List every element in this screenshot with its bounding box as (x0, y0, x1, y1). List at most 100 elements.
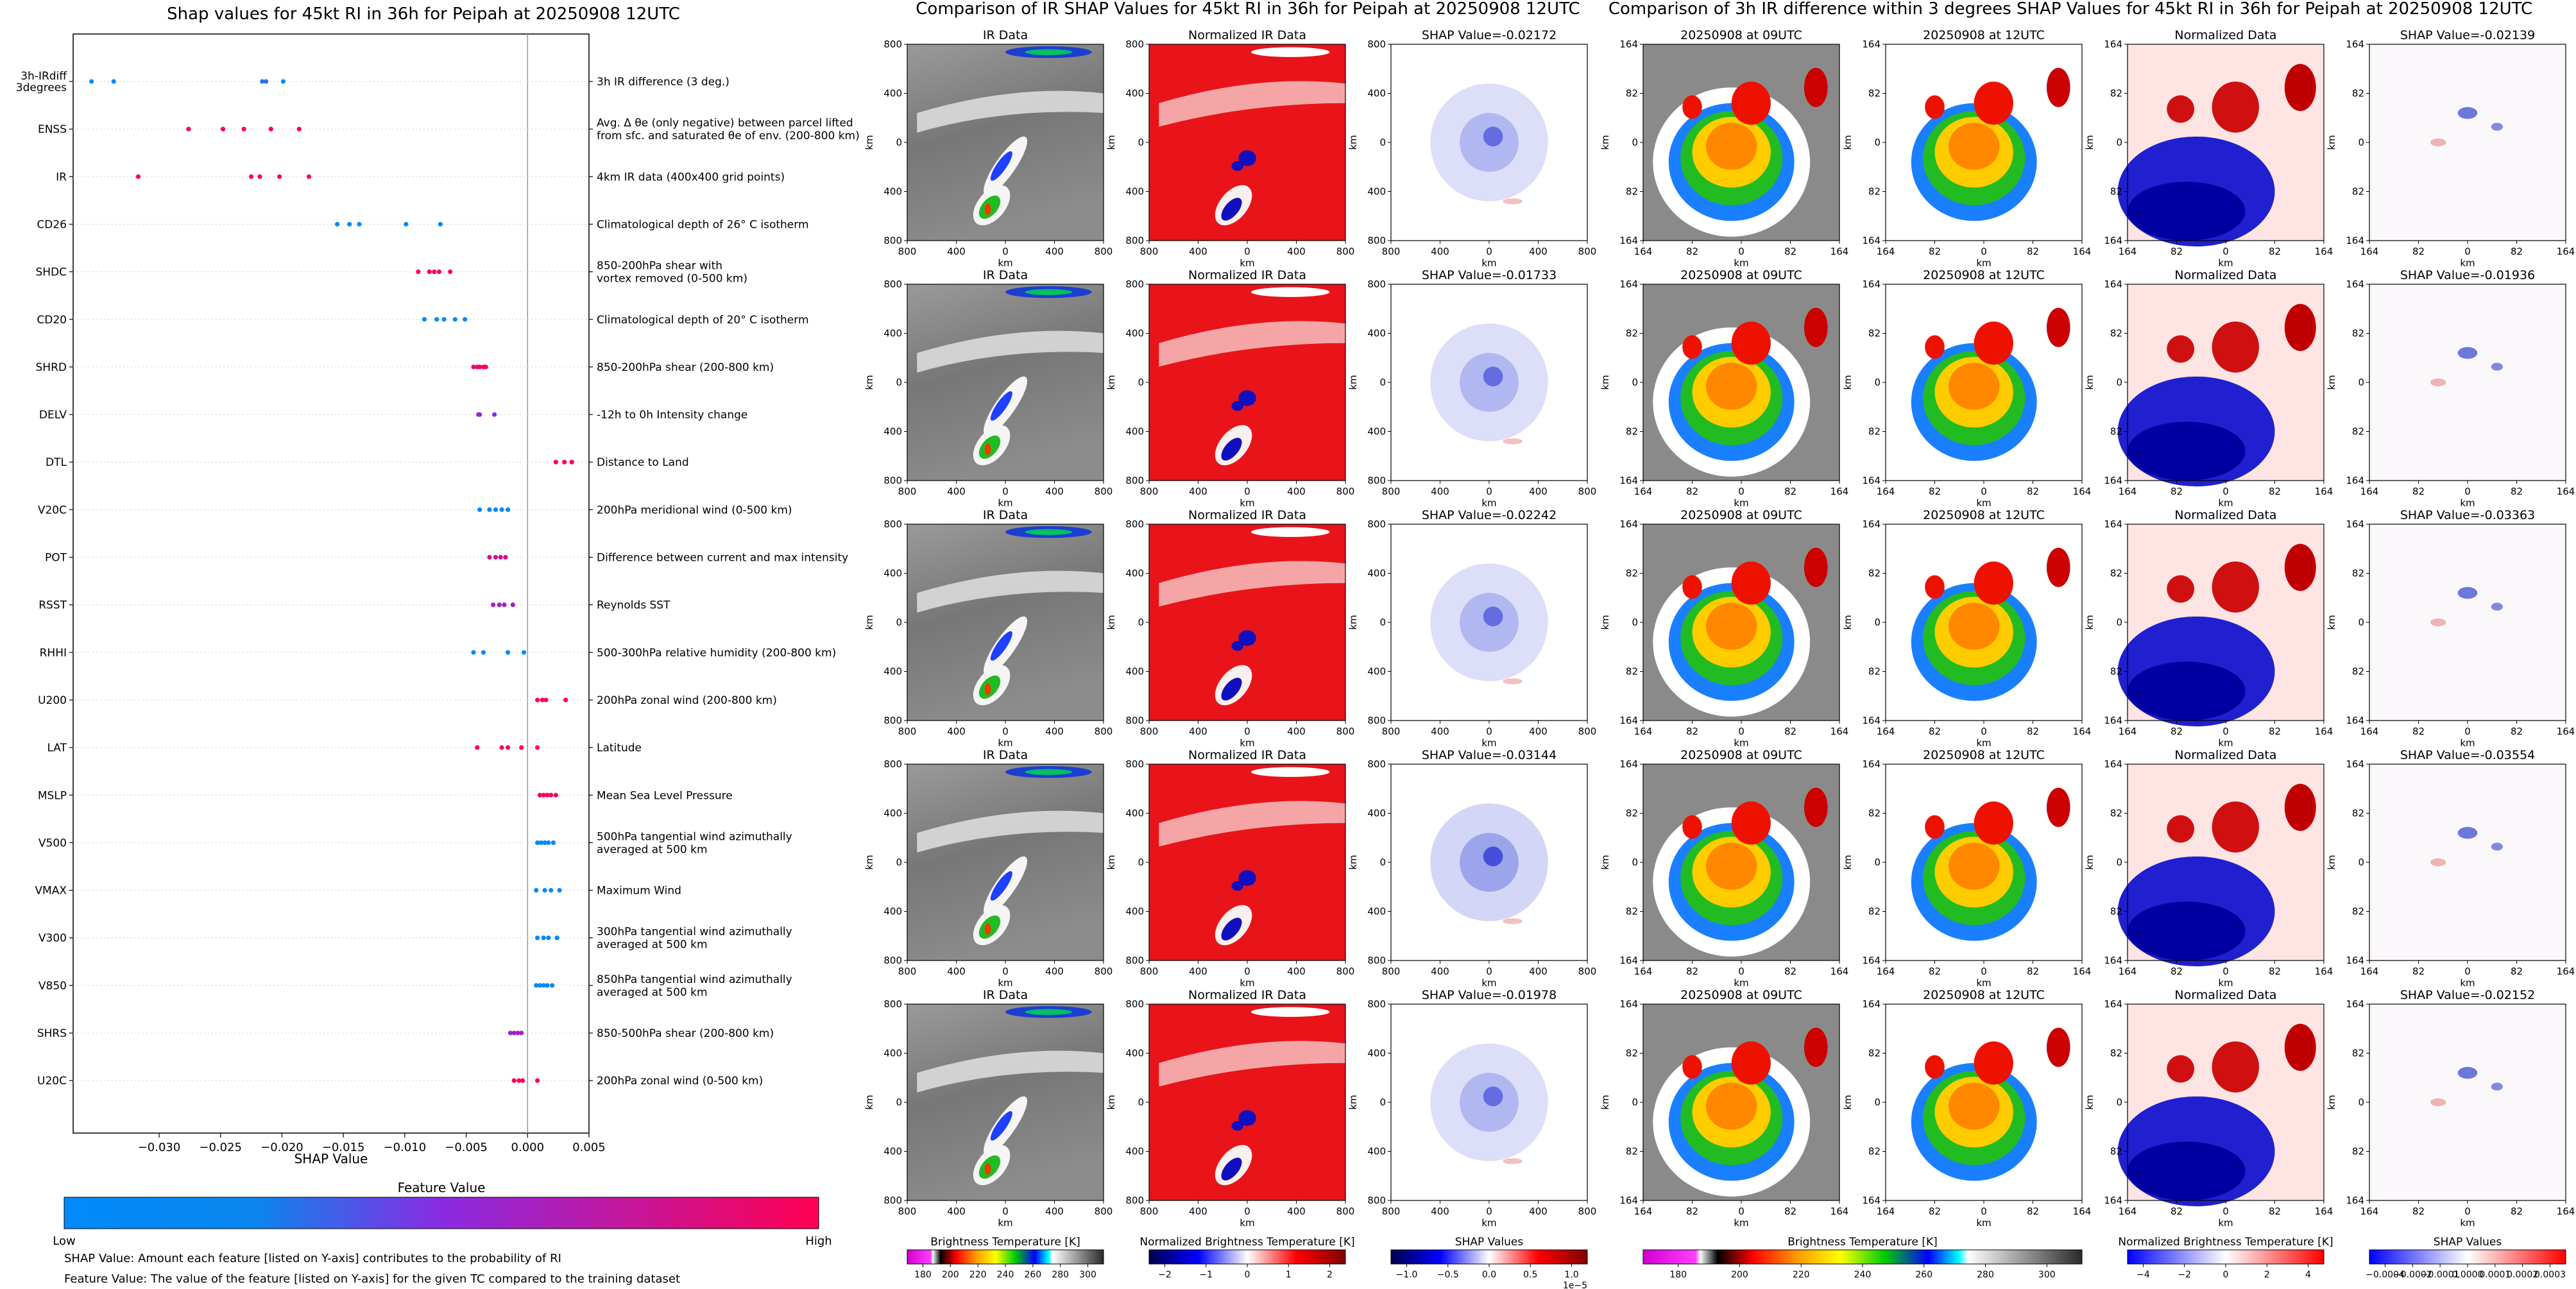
colorbar-label: Brightness Temperature [K] (1787, 1236, 1937, 1249)
ytick-label: 82 (1868, 1146, 1881, 1157)
x-axis-label: km (1240, 1217, 1254, 1229)
ytick-label: 164 (2104, 1195, 2122, 1206)
xtick-label: 0.000 (511, 1141, 545, 1154)
cloud-band (1251, 527, 1330, 537)
x-axis-label: km (1481, 737, 1496, 749)
shap-point (563, 697, 568, 703)
ytick-label: 800 (1367, 278, 1386, 290)
cloud-shield (1705, 602, 1757, 650)
xtick-label: 800 (898, 246, 917, 257)
ytick-label: 400 (1125, 666, 1144, 678)
y-axis-label: km (1599, 375, 1611, 389)
xtick-label: 0 (2222, 246, 2229, 257)
ytick-label: 82 (1868, 426, 1881, 438)
feature-label: V300 (38, 932, 67, 945)
norm-blob (2167, 815, 2195, 843)
colorbar-label: Normalized Brightness Temperature [K] (1139, 1236, 1354, 1249)
y-axis-label: km (2084, 135, 2095, 149)
xtick-label: 82 (1929, 486, 1941, 497)
x-axis-label: km (2218, 497, 2233, 509)
xtick-label: 164 (1877, 1206, 1895, 1217)
ytick-label: 0 (2358, 617, 2364, 628)
cloud-shield (1682, 575, 1702, 599)
xtick-label: 400 (1431, 1206, 1449, 1217)
feature-description: 4km IR data (400x400 grid points) (597, 171, 785, 184)
xtick-label: 400 (1045, 966, 1064, 977)
ytick-label: 400 (1367, 186, 1386, 198)
norm-blob (2128, 901, 2246, 960)
xtick-label: 82 (1686, 486, 1698, 497)
xtick-label: 0 (1486, 486, 1492, 497)
shap-point (438, 221, 443, 227)
ytick-label: 400 (883, 906, 902, 918)
xtick-label: 800 (1140, 246, 1159, 257)
xtick-label: 400 (1189, 726, 1207, 737)
ytick-label: 164 (2104, 955, 2122, 966)
shap-blob (2457, 1066, 2478, 1079)
xtick-label: 164 (2073, 486, 2092, 497)
ytick-label: 82 (2352, 426, 2364, 438)
shap-point (545, 792, 550, 798)
ytick-label: 400 (883, 328, 902, 339)
xtick-label: 82 (2412, 966, 2425, 977)
panel-title: SHAP Value=-0.03554 (2400, 748, 2535, 762)
xtick-label: 0 (1486, 1206, 1492, 1217)
ytick-label: 0 (1138, 377, 1144, 388)
shap-point (263, 79, 269, 84)
xtick-label: 164 (1634, 1206, 1653, 1217)
panel-title: SHAP Value=-0.02172 (1422, 28, 1557, 42)
colorbar-tick-label: 2 (2264, 1270, 2270, 1280)
cloud-shield (2046, 307, 2070, 347)
colorbar-tick-label: −1 (1199, 1270, 1213, 1280)
ytick-label: 164 (2346, 235, 2364, 246)
colorbar-tick-label: 0.0001 (2479, 1270, 2511, 1280)
y-axis-label: km (864, 855, 875, 869)
colorbar-high-label: High (805, 1234, 832, 1248)
y-axis-label: km (1347, 615, 1359, 629)
shap-blob (1483, 606, 1503, 627)
ytick-label: 82 (2110, 88, 2122, 99)
cloud-band (1251, 287, 1330, 297)
ytick-label: 800 (883, 1195, 902, 1206)
ytick-label: 82 (1868, 906, 1881, 918)
xtick-label: 800 (898, 486, 917, 497)
xtick-label: 400 (1045, 726, 1064, 737)
xtick-label: 164 (2557, 966, 2575, 977)
y-axis-label: km (2326, 375, 2337, 389)
colorbar-tick-label: 0.0002 (2507, 1270, 2538, 1280)
xtick-label: 400 (1431, 726, 1449, 737)
feature-label: CD20 (37, 314, 67, 327)
colorbar-tick-label: −0.0001 (2421, 1270, 2460, 1280)
colorbar-exponent: 1e−5 (1563, 1281, 1587, 1289)
ir-image (907, 524, 1104, 721)
cloud-band (1221, 198, 1242, 221)
xtick-label: 0.005 (572, 1141, 606, 1154)
beeswarm-plot: 3h-IRdiff 3degrees 3h IR difference (3 deg… (16, 34, 860, 1154)
colorbar-tick-label: 0.0 (1482, 1270, 1496, 1280)
cloud-shield (1731, 1041, 1771, 1085)
shap-point (248, 174, 254, 179)
ytick-label: 0 (1138, 857, 1144, 868)
feature-label: V850 (38, 980, 67, 993)
ytick-label: 82 (2352, 666, 2364, 678)
panel-title: IR Data (983, 748, 1028, 762)
y-axis-label: km (1105, 375, 1117, 389)
ytick-label: 164 (1862, 1195, 1881, 1206)
ytick-label: 400 (1125, 568, 1144, 579)
xtick-label: 0 (1738, 246, 1744, 257)
shap-point (422, 317, 427, 322)
feature-description: Difference between current and max inten… (597, 552, 848, 565)
xtick-label: 0 (2464, 726, 2471, 737)
shap-blob (2430, 378, 2446, 387)
shap-blob (1503, 1158, 1523, 1165)
x-axis-label: km (2460, 737, 2475, 749)
cloud-shield (1705, 1082, 1757, 1130)
colorbar-tick-label: −2 (1158, 1270, 1172, 1280)
x-axis-label: km (1976, 257, 1991, 269)
shap-point (487, 507, 492, 512)
xtick-label: 164 (2119, 726, 2137, 737)
colorbar-tick-label: 0 (2223, 1270, 2229, 1280)
cloud-shield (1974, 321, 2013, 365)
ytick-label: 400 (883, 568, 902, 579)
ytick-label: 0 (1874, 377, 1881, 388)
